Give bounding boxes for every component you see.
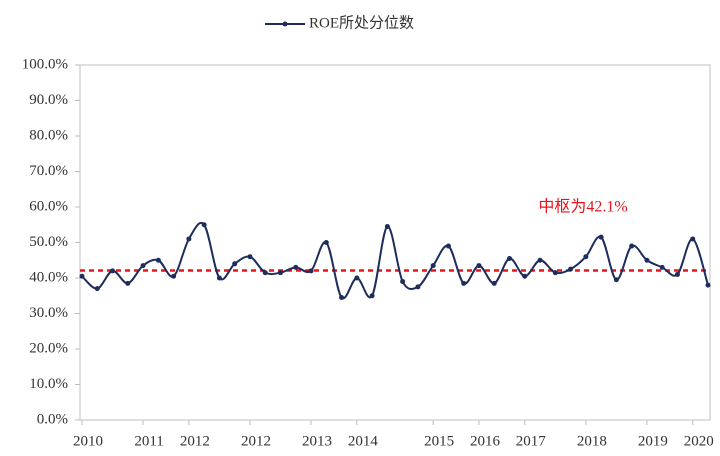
- point: [476, 263, 482, 269]
- median-label: 中枢为42.1%: [538, 198, 627, 216]
- point: [125, 280, 131, 286]
- point: [323, 240, 329, 245]
- y-tick-label: 10.0%: [29, 376, 68, 392]
- x-tick-label: 2010: [73, 433, 103, 449]
- point: [644, 257, 650, 263]
- point: [537, 257, 543, 263]
- x-tick-label: 2012: [241, 433, 271, 449]
- x-tick-label: 2014: [348, 433, 379, 449]
- point: [659, 264, 665, 270]
- point: [583, 254, 589, 260]
- point: [613, 277, 619, 283]
- plot-frame: [79, 64, 711, 421]
- y-tick-label: 60.0%: [29, 198, 68, 214]
- x-tick-label: 2013: [302, 433, 332, 449]
- y-tick-label: 40.0%: [29, 269, 68, 285]
- y-tick-label: 100.0%: [22, 56, 68, 72]
- point: [445, 243, 451, 249]
- legend-marker: [282, 21, 288, 27]
- point: [277, 270, 283, 276]
- y-tick-label: 90.0%: [29, 92, 68, 108]
- point: [690, 236, 696, 242]
- point: [171, 273, 177, 279]
- x-tick-label: 2018: [577, 433, 607, 449]
- point: [552, 270, 558, 276]
- point: [354, 275, 360, 281]
- x-tick-label: 2011: [134, 433, 163, 449]
- point: [629, 243, 635, 249]
- point: [308, 268, 314, 274]
- x-tick-label: 2019: [638, 433, 668, 449]
- series-line: [81, 222, 709, 300]
- y-tick-label: 20.0%: [29, 340, 68, 356]
- point: [522, 273, 528, 279]
- point: [201, 222, 207, 228]
- x-tick-label: 2016: [470, 433, 501, 449]
- point: [415, 284, 421, 290]
- y-tick-label: 50.0%: [29, 234, 68, 250]
- point: [384, 224, 390, 230]
- point: [461, 280, 467, 286]
- point: [400, 279, 406, 285]
- legend-label: ROE所处分位数: [309, 14, 414, 31]
- point: [232, 261, 238, 267]
- point: [155, 257, 161, 263]
- x-tick-label: 2020: [684, 433, 714, 449]
- point: [247, 254, 253, 260]
- y-tick-label: 0.0%: [37, 411, 68, 427]
- y-tick-label: 80.0%: [29, 127, 68, 143]
- point: [598, 234, 604, 240]
- point: [491, 280, 497, 286]
- point: [507, 255, 513, 261]
- x-tick-label: 2015: [424, 433, 454, 449]
- y-tick-label: 70.0%: [29, 163, 68, 179]
- point: [705, 282, 711, 288]
- point: [339, 295, 345, 301]
- point: [186, 236, 192, 242]
- point: [430, 263, 436, 269]
- x-tick-label: 2012: [180, 433, 210, 449]
- point: [262, 270, 268, 276]
- point: [293, 264, 299, 270]
- point: [216, 275, 222, 281]
- point: [140, 263, 146, 269]
- y-tick-label: 30.0%: [29, 305, 68, 321]
- point: [110, 268, 116, 274]
- x-tick-label: 2017: [516, 433, 547, 449]
- point: [568, 266, 574, 272]
- point: [369, 293, 375, 299]
- point: [94, 286, 100, 292]
- point: [79, 273, 85, 279]
- point: [674, 271, 680, 277]
